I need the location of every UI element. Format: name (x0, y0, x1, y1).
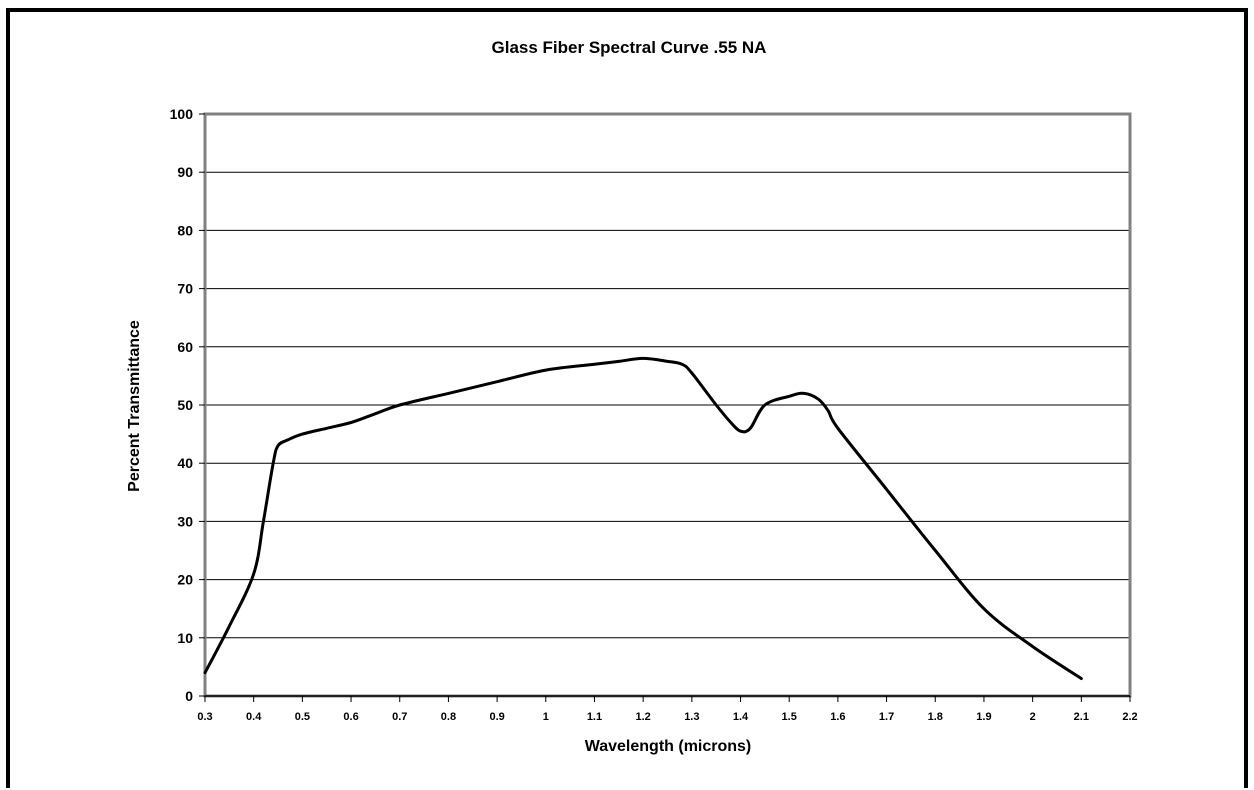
x-tick-label: 1.7 (879, 711, 894, 723)
x-tick-label: 0.7 (392, 711, 407, 723)
y-axis-label: Percent Transmittance (126, 320, 143, 492)
y-tick-label: 100 (170, 106, 194, 122)
y-tick-label: 40 (177, 455, 193, 471)
x-axis: 0.3 0.4 0.5 0.6 0.7 0.8 0.9 1 1.1 1.2 1.3 1.4 1.5 1.6… (197, 695, 1138, 723)
x-tick-label: 0.9 (489, 711, 504, 723)
x-tick-label: 1.5 (782, 711, 797, 723)
x-tick-label: 1.8 (928, 711, 943, 723)
y-tick-label: 90 (177, 164, 193, 180)
y-tick-label: 10 (177, 630, 193, 646)
x-tick-label: 2.2 (1122, 711, 1137, 723)
x-tick-label: 2.1 (1074, 711, 1089, 723)
x-tick-label: 1.4 (733, 711, 749, 723)
y-tick-label: 30 (177, 513, 193, 529)
x-tick-label: 1.6 (830, 711, 845, 723)
y-tick-label: 50 (177, 397, 193, 413)
x-tick-label: 2 (1030, 711, 1036, 723)
x-tick-label: 1 (543, 711, 549, 723)
y-tick-label: 0 (185, 688, 193, 704)
y-axis: 0 10 20 30 40 50 60 70 80 90 100 (170, 106, 205, 704)
transmittance-curve (203, 356, 1083, 680)
x-tick-label: 1.9 (976, 711, 991, 723)
x-tick-label: 0.3 (197, 711, 212, 723)
x-tick-label: 1.3 (684, 711, 699, 723)
y-tick-label: 20 (177, 572, 193, 588)
y-tick-label: 80 (177, 222, 193, 238)
y-tick-label: 60 (177, 339, 193, 355)
x-tick-label: 1.1 (587, 711, 602, 723)
grid-lines (205, 171, 1130, 639)
x-tick-label: 1.2 (636, 711, 651, 723)
y-tick-label: 70 (177, 281, 193, 297)
x-tick-label: 0.8 (441, 711, 456, 723)
x-tick-label: 0.5 (295, 711, 310, 723)
x-tick-label: 0.6 (343, 711, 358, 723)
chart-title: Glass Fiber Spectral Curve .55 NA (492, 38, 767, 57)
x-tick-label: 0.4 (246, 711, 262, 723)
x-axis-label: Wavelength (microns) (585, 738, 752, 755)
